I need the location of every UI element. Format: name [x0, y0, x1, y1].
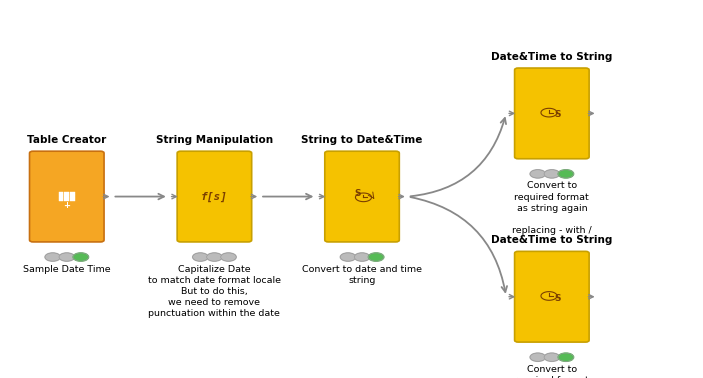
Text: Date&Time to String: Date&Time to String — [491, 52, 612, 62]
FancyBboxPatch shape — [65, 195, 69, 198]
Circle shape — [45, 253, 60, 261]
Circle shape — [73, 253, 89, 261]
Circle shape — [558, 170, 574, 178]
Text: Date&Time to String: Date&Time to String — [491, 235, 612, 245]
FancyBboxPatch shape — [325, 151, 399, 242]
Circle shape — [354, 253, 370, 261]
Text: String to Date&Time: String to Date&Time — [302, 135, 423, 145]
FancyBboxPatch shape — [65, 192, 69, 195]
Circle shape — [530, 353, 546, 361]
Circle shape — [544, 170, 560, 178]
Circle shape — [193, 253, 208, 261]
FancyBboxPatch shape — [58, 195, 63, 198]
Text: S: S — [555, 294, 561, 303]
FancyBboxPatch shape — [70, 192, 75, 195]
Text: f[s]: f[s] — [201, 192, 228, 201]
FancyBboxPatch shape — [515, 251, 589, 342]
FancyBboxPatch shape — [515, 68, 589, 159]
FancyBboxPatch shape — [70, 198, 75, 201]
Text: Convert to
required format
as string again

replacing - with /: Convert to required format as string aga… — [512, 181, 592, 235]
Circle shape — [544, 353, 560, 361]
FancyBboxPatch shape — [177, 151, 252, 242]
Circle shape — [221, 253, 236, 261]
Text: Sample Date Time: Sample Date Time — [23, 265, 110, 274]
Text: Capitalize Date
to match date format locale
But to do this,
we need to remove
pu: Capitalize Date to match date format loc… — [148, 265, 281, 318]
Text: Convert to date and time
string: Convert to date and time string — [302, 265, 422, 285]
Circle shape — [207, 253, 222, 261]
FancyBboxPatch shape — [65, 198, 69, 201]
Text: +: + — [63, 201, 70, 209]
Circle shape — [340, 253, 356, 261]
Circle shape — [59, 253, 75, 261]
FancyBboxPatch shape — [58, 192, 63, 195]
Text: Table Creator: Table Creator — [27, 135, 106, 145]
Circle shape — [368, 253, 384, 261]
Circle shape — [558, 353, 574, 361]
FancyBboxPatch shape — [58, 198, 63, 201]
Text: Convert to
required format
as string again: Convert to required format as string aga… — [515, 365, 589, 378]
Text: String Manipulation: String Manipulation — [156, 135, 273, 145]
Circle shape — [530, 170, 546, 178]
Text: S: S — [354, 189, 361, 198]
FancyBboxPatch shape — [70, 195, 75, 198]
FancyBboxPatch shape — [30, 151, 104, 242]
Text: S: S — [555, 110, 561, 119]
